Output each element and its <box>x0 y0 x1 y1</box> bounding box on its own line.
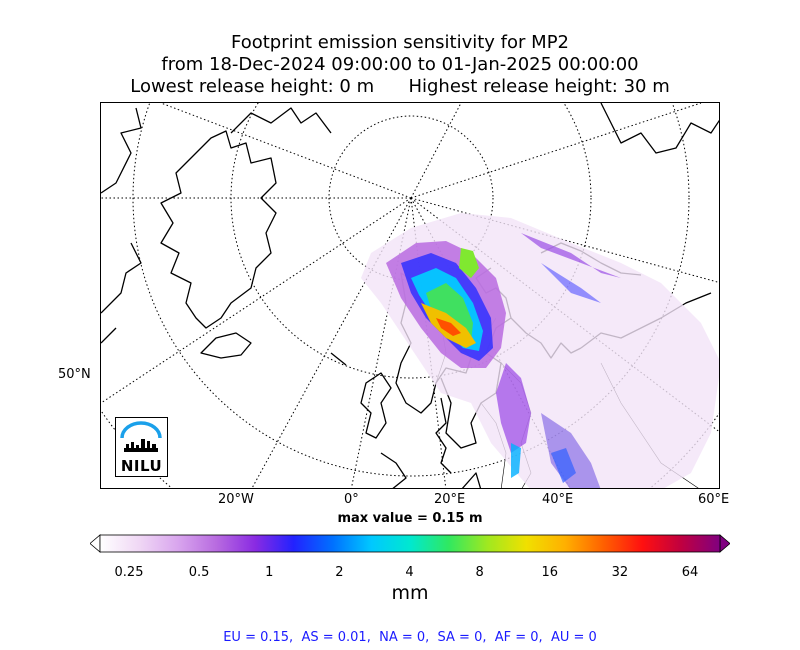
labrador-coast <box>101 242 142 314</box>
latitude-circle-60n <box>132 103 690 477</box>
nilu-logo: NILU <box>115 417 168 477</box>
max-value-label: max value = 0.15 m <box>337 511 483 526</box>
denmark-germany-coast <box>435 397 452 474</box>
meridian-160e <box>410 103 462 199</box>
chart-title: Footprint emission sensitivity for MP2 <box>230 32 569 53</box>
chart-subtitle-period: from 18-Dec-2024 09:00:00 to 01-Jan-2025… <box>161 54 639 75</box>
greenland-coast <box>160 130 277 329</box>
lat-label-50n: 50°N <box>58 367 91 382</box>
iceland-coast <box>200 332 252 359</box>
siberian-coast <box>600 103 719 154</box>
meridian-0 <box>350 197 412 488</box>
nilu-logo-text: NILU <box>120 457 163 475</box>
north-cape-hotspot <box>459 248 479 278</box>
british-isles-coast <box>360 372 392 439</box>
colorbar-tick-label: 4 <box>405 565 414 580</box>
lon-label-20e: 20°E <box>434 492 466 507</box>
russia-plume <box>541 413 601 488</box>
meridian-120e <box>410 103 702 199</box>
lon-label-60e: 60°E <box>698 492 730 507</box>
faroe-coast <box>330 352 347 366</box>
colorbar-max-extend <box>719 534 730 553</box>
region-totals-footer: EU = 0.15, AS = 0.01, NA = 0, SA = 0, AF… <box>223 630 597 645</box>
france-coast <box>380 452 407 488</box>
footprint-field <box>361 213 719 488</box>
baltic-plume <box>496 363 531 453</box>
adriatic-coast <box>461 472 482 488</box>
arctic-islands-coast <box>230 107 332 134</box>
nilu-logo-graphic <box>120 421 162 452</box>
colorbar-unit: mm <box>391 582 429 604</box>
meridian-120w <box>160 103 412 199</box>
map-panel <box>100 102 720 489</box>
colorbar-tick-label: 2 <box>335 565 344 580</box>
arctic-streak <box>521 233 621 278</box>
lon-label-40e: 40°E <box>542 492 574 507</box>
kara-sea-streak <box>541 263 601 303</box>
colorbar-tick-label: 8 <box>475 565 484 580</box>
inland-hotspot <box>511 443 521 478</box>
canadian-arctic-coast <box>101 107 142 194</box>
southeast-hotspot <box>551 448 576 483</box>
lon-label-0: 0° <box>344 492 359 507</box>
meridian-40w <box>101 197 412 404</box>
colorbar <box>90 534 730 553</box>
colorbar-tick-label: 16 <box>541 565 559 580</box>
colorbar-min-extend <box>90 534 101 553</box>
colorbar-tick-label: 1 <box>265 565 274 580</box>
lon-label-20w: 20°W <box>218 492 254 507</box>
meridian-20w <box>251 197 412 488</box>
colorbar-tick-label: 0.25 <box>114 565 144 580</box>
footprint-map <box>101 103 719 488</box>
colorbar-tick-label: 0.5 <box>188 565 210 580</box>
colorbar-tick-label: 32 <box>611 565 629 580</box>
colorbar-bar <box>99 534 721 553</box>
chart-subtitle-heights: Lowest release height: 0 m Highest relea… <box>130 76 670 97</box>
meridian-80e <box>410 197 719 283</box>
colorbar-tick-label: 64 <box>681 565 699 580</box>
max-sensitivity-core <box>436 318 461 336</box>
baffin-coast <box>101 327 117 344</box>
